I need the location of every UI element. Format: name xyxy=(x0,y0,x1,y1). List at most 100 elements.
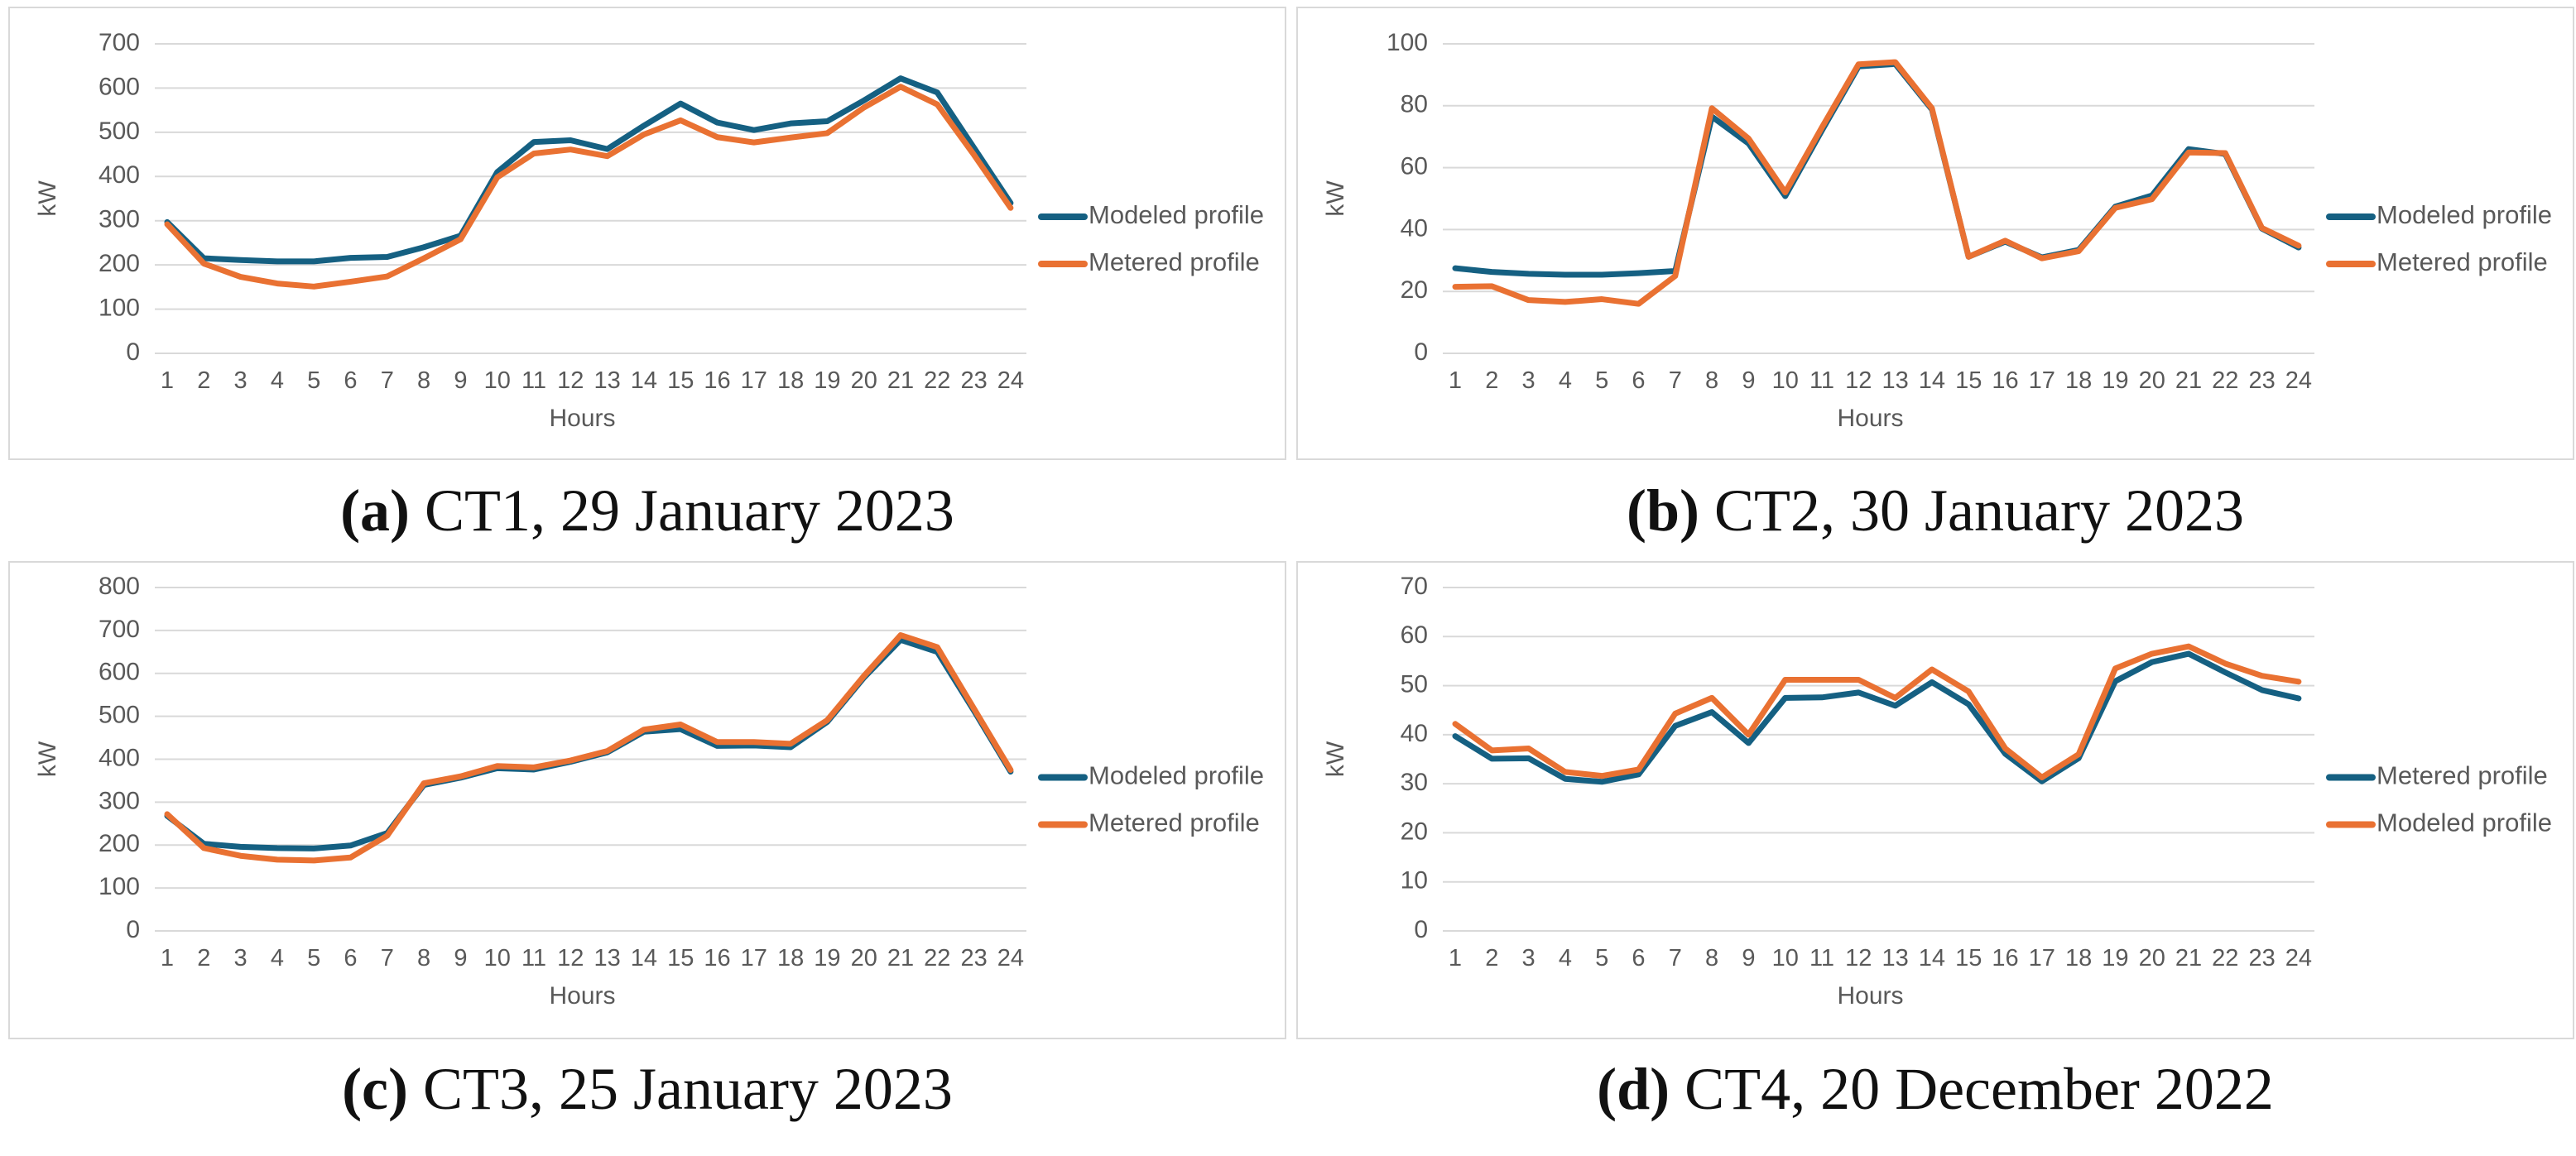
x-tick-label: 2 xyxy=(1485,945,1498,971)
x-axis-title: Hours xyxy=(549,982,615,1010)
x-tick-label: 22 xyxy=(924,367,950,394)
legend-label: Metered profile xyxy=(2377,761,2548,790)
x-tick-label: 2 xyxy=(197,367,210,394)
x-tick-label: 18 xyxy=(2065,367,2092,394)
line-metered-profile xyxy=(1452,59,2302,307)
y-tick-label: 600 xyxy=(99,659,140,686)
legend-item-metered-profile: Metered profile xyxy=(2326,761,2548,790)
caption-text-d: CT4, 20 December 2022 xyxy=(1670,1056,2274,1122)
x-tick-label: 24 xyxy=(2285,945,2312,971)
x-tick-label: 2 xyxy=(1485,367,1498,394)
x-tick-label: 22 xyxy=(924,945,950,971)
y-axis-title: kW xyxy=(34,741,61,777)
y-tick-label: 40 xyxy=(1401,214,1428,242)
y-tick-label: 60 xyxy=(1401,621,1428,649)
caption-letter-a: (a) xyxy=(340,477,411,544)
x-tick-label: 23 xyxy=(960,367,987,394)
x-tick-label: 22 xyxy=(2212,367,2238,394)
caption-a: (a) CT1, 29 January 2023 xyxy=(8,460,1286,561)
x-tick-label: 15 xyxy=(667,367,694,394)
y-tick-label: 400 xyxy=(99,744,140,771)
y-tick-label: 70 xyxy=(1401,573,1428,600)
y-tick-label: 600 xyxy=(99,73,140,100)
x-tick-label: 17 xyxy=(2029,367,2055,394)
x-tick-label: 21 xyxy=(887,367,914,394)
x-tick-label: 7 xyxy=(1669,367,1682,394)
x-tick-label: 7 xyxy=(381,367,394,394)
x-axis-title: Hours xyxy=(549,405,615,432)
caption-d: (d) CT4, 20 December 2022 xyxy=(1296,1039,2574,1139)
x-tick-label: 14 xyxy=(631,367,657,394)
line-modeled-profile xyxy=(164,636,1014,851)
caption-letter-d: (d) xyxy=(1597,1056,1670,1122)
y-tick-label: 30 xyxy=(1401,769,1428,796)
y-tick-label: 300 xyxy=(99,206,140,233)
x-tick-label: 14 xyxy=(1919,367,1945,394)
x-tick-label: 7 xyxy=(381,945,394,971)
x-tick-label: 3 xyxy=(1522,367,1536,394)
x-tick-label: 23 xyxy=(2248,367,2275,394)
line-metered-profile xyxy=(164,84,1014,290)
y-tick-label: 60 xyxy=(1401,153,1428,180)
x-tick-label: 9 xyxy=(1742,367,1755,394)
x-tick-label: 1 xyxy=(161,945,174,971)
x-tick-label: 4 xyxy=(271,945,284,971)
x-tick-label: 13 xyxy=(1882,367,1908,394)
x-tick-label: 14 xyxy=(1919,945,1945,971)
x-tick-label: 17 xyxy=(741,367,767,394)
y-tick-label: 40 xyxy=(1401,720,1428,747)
x-tick-label: 5 xyxy=(1595,945,1608,971)
x-tick-label: 1 xyxy=(161,367,174,394)
y-tick-label: 700 xyxy=(99,616,140,643)
x-tick-label: 6 xyxy=(1632,367,1645,394)
x-tick-label: 21 xyxy=(2175,945,2202,971)
x-tick-label: 5 xyxy=(1595,367,1608,394)
x-tick-label: 6 xyxy=(344,945,357,971)
x-tick-label: 4 xyxy=(271,367,284,394)
x-tick-label: 15 xyxy=(667,945,694,971)
y-tick-label: 800 xyxy=(99,573,140,600)
x-tick-label: 5 xyxy=(307,945,320,971)
legend-label: Metered profile xyxy=(1089,808,1260,837)
x-tick-label: 12 xyxy=(1845,367,1872,394)
x-tick-label: 19 xyxy=(814,367,840,394)
y-tick-label: 200 xyxy=(99,830,140,857)
x-tick-label: 18 xyxy=(777,945,804,971)
y-tick-label: 0 xyxy=(1414,338,1428,366)
y-tick-label: 0 xyxy=(1414,916,1428,943)
x-tick-label: 13 xyxy=(594,945,620,971)
x-tick-label: 17 xyxy=(741,945,767,971)
y-tick-label: 400 xyxy=(99,161,140,189)
x-tick-label: 4 xyxy=(1559,367,1572,394)
x-tick-label: 20 xyxy=(2139,367,2165,394)
caption-c: (c) CT3, 25 January 2023 xyxy=(8,1039,1286,1139)
x-tick-label: 19 xyxy=(814,945,840,971)
x-tick-label: 9 xyxy=(454,945,467,971)
x-tick-label: 9 xyxy=(454,367,467,394)
x-tick-label: 20 xyxy=(2139,945,2165,971)
y-tick-label: 20 xyxy=(1401,276,1428,304)
x-tick-label: 24 xyxy=(2285,367,2312,394)
y-tick-label: 100 xyxy=(1387,29,1428,56)
y-axis-title: kW xyxy=(1322,741,1349,777)
x-tick-label: 8 xyxy=(1705,945,1718,971)
caption-letter-b: (b) xyxy=(1627,477,1700,544)
x-tick-label: 10 xyxy=(1772,367,1799,394)
x-tick-label: 23 xyxy=(960,945,987,971)
line-modeled-profile xyxy=(1452,643,2302,780)
x-tick-label: 20 xyxy=(851,367,877,394)
x-tick-label: 13 xyxy=(594,367,620,394)
x-tick-label: 18 xyxy=(2065,945,2092,971)
caption-text-b: CT2, 30 January 2023 xyxy=(1699,477,2244,544)
line-modeled-profile xyxy=(164,75,1014,265)
x-tick-label: 13 xyxy=(1882,945,1908,971)
x-tick-label: 15 xyxy=(1955,367,1982,394)
y-tick-label: 500 xyxy=(99,118,140,145)
x-tick-label: 8 xyxy=(417,367,430,394)
x-tick-label: 11 xyxy=(1809,367,1834,394)
x-tick-label: 5 xyxy=(307,367,320,394)
chart-card-d: 0 10 20 30 40 50 60 70 1 2 3 4 5 6 7 8 9 10 11 12 13 14 15 16 17… xyxy=(1296,561,2574,1039)
y-tick-label: 100 xyxy=(99,873,140,900)
